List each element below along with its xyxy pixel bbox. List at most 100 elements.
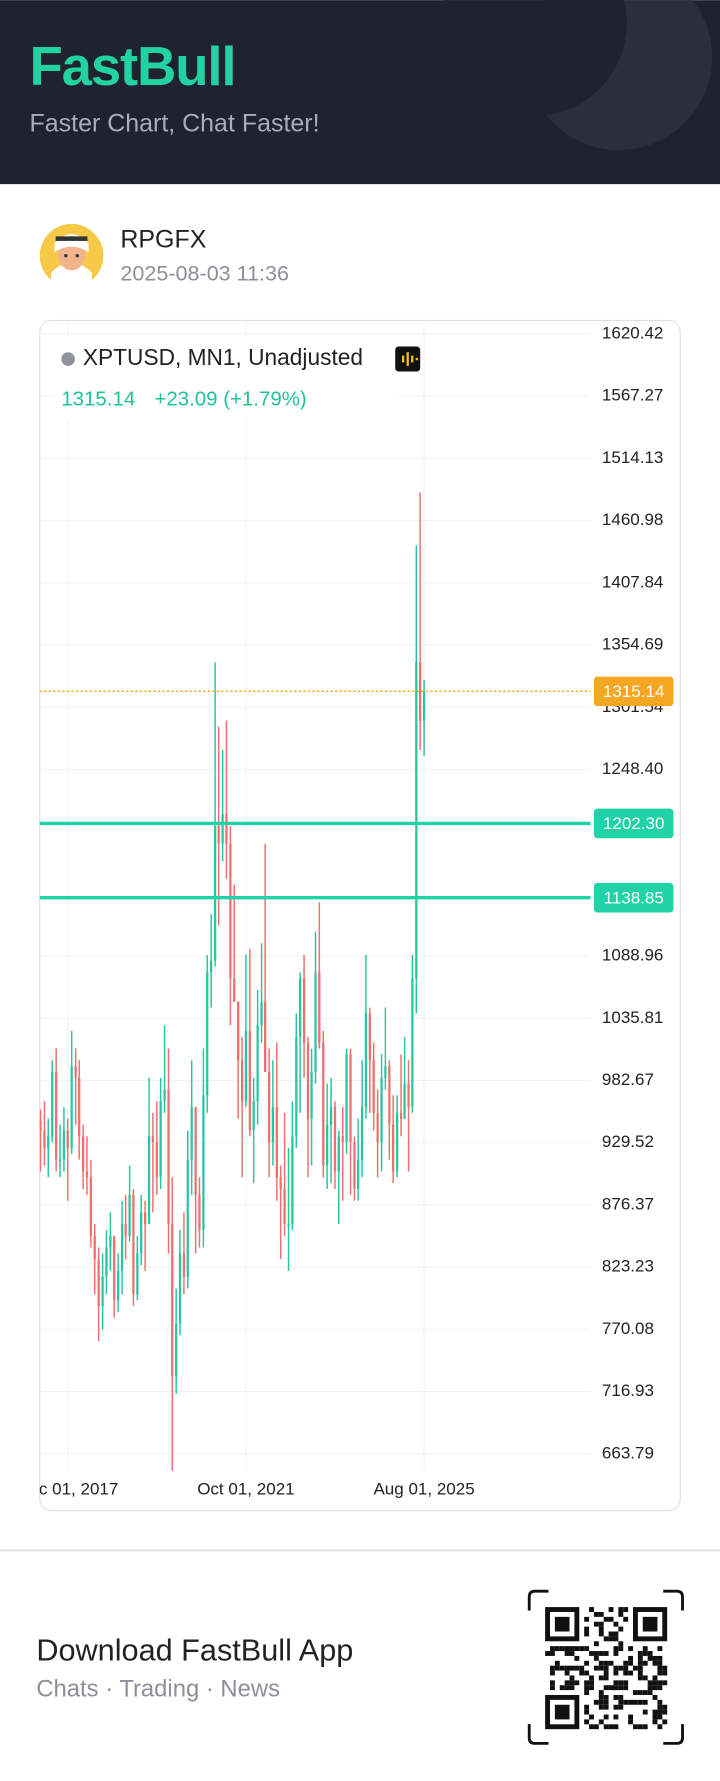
qr-cell (628, 1670, 634, 1676)
qr-cell (584, 1631, 590, 1637)
candle-body (43, 1130, 46, 1149)
qr-cell (584, 1670, 590, 1676)
candle-body (349, 1054, 352, 1143)
y-tick-label: 929.52 (602, 1132, 654, 1151)
qr-cell (593, 1651, 599, 1656)
qr-cell (603, 1714, 609, 1720)
qr-cell (637, 1655, 643, 1661)
qr-cell (564, 1665, 570, 1671)
qr-cell (589, 1675, 594, 1681)
qr-cell (613, 1670, 619, 1676)
candle-body (372, 1060, 375, 1113)
candle-body (182, 1253, 186, 1277)
candle-body (89, 1177, 93, 1236)
qr-cell (633, 1699, 638, 1705)
qr-cell (589, 1714, 594, 1720)
footer-subtitle: Chats · Trading · News (36, 1675, 280, 1702)
x-tick-label: Oct 01, 2021 (197, 1480, 294, 1499)
candle-body (333, 1107, 337, 1172)
candle-body (51, 1071, 54, 1137)
y-tick-label: 1567.27 (602, 386, 664, 405)
qr-cell (628, 1655, 634, 1661)
candle-body (240, 1060, 244, 1102)
qr-cell (574, 1655, 580, 1661)
candle-body (213, 826, 217, 961)
qr-cell (628, 1646, 634, 1652)
qr-cell (618, 1641, 624, 1647)
candle-body (329, 1107, 333, 1125)
candle-body (368, 1013, 372, 1061)
candle-body (132, 1194, 135, 1295)
post-time: 2025-08-03 11:36 (120, 261, 289, 286)
qr-cell (608, 1685, 614, 1691)
qr-cell (652, 1680, 658, 1686)
qr-cell (613, 1680, 619, 1686)
qr-cell (569, 1680, 575, 1686)
qr-code (527, 1589, 684, 1745)
user-name: RPGFX (120, 226, 206, 254)
qr-cell (657, 1680, 663, 1686)
candle-body (418, 662, 422, 721)
qr-cell (642, 1690, 648, 1695)
qr-cell (623, 1665, 629, 1671)
candle-body (229, 843, 232, 979)
qr-cell (574, 1665, 580, 1671)
qr-cell (559, 1646, 565, 1652)
qr-cell (589, 1651, 594, 1656)
qr-cell (652, 1660, 658, 1666)
candle-body (380, 1077, 383, 1143)
qr-cell (603, 1694, 609, 1700)
qr-cell (549, 1665, 555, 1671)
qr-cell (657, 1670, 663, 1676)
qr-cell (569, 1675, 575, 1681)
candle-body (171, 1224, 174, 1377)
qr-cell (618, 1611, 624, 1617)
candle-body (341, 1136, 344, 1143)
y-tick-label: 663.79 (602, 1443, 654, 1462)
qr-cell (564, 1651, 570, 1656)
candle-body (217, 826, 220, 844)
candle-body (415, 662, 418, 979)
price-label: 1315.14 (603, 682, 665, 701)
qr-cell (642, 1646, 648, 1652)
qr-cell (608, 1636, 614, 1642)
candle-body (151, 1136, 155, 1143)
candle-body (175, 1323, 178, 1377)
qr-cell (647, 1685, 653, 1691)
qr-cell (589, 1680, 594, 1686)
price-label-bg (593, 882, 674, 913)
qr-cell (657, 1646, 663, 1652)
decor-circle (440, 0, 627, 116)
candle-body (310, 1071, 313, 1119)
candle-body (325, 1124, 329, 1166)
y-tick-label: 1620.42 (602, 324, 664, 343)
qr-cell (613, 1704, 619, 1710)
qr-cell (593, 1621, 599, 1627)
qr-cell (598, 1621, 604, 1627)
qr-cell (608, 1724, 614, 1730)
candle-body (70, 1066, 73, 1149)
candle-body (275, 1107, 278, 1178)
qr-cell (545, 1651, 550, 1656)
candle-body (117, 1270, 120, 1301)
qr-cell (603, 1660, 609, 1666)
qr-cell (554, 1660, 560, 1666)
qr-cell (618, 1665, 624, 1671)
qr-cell (593, 1655, 599, 1661)
qr-cell (623, 1660, 629, 1666)
candle-body (279, 1177, 282, 1190)
qr-cell (608, 1660, 614, 1666)
qr-cell (613, 1665, 619, 1671)
candle-body (337, 1136, 340, 1172)
qr-cell (618, 1685, 624, 1691)
qr-cell (662, 1704, 668, 1710)
price-lines (39, 690, 591, 900)
footer-title: Download FastBull App (36, 1634, 353, 1668)
qr-cell (623, 1680, 629, 1686)
candle-body (85, 1171, 89, 1178)
candle-body (78, 1077, 81, 1137)
candle-body (163, 1089, 166, 1102)
qr-cell (593, 1699, 599, 1705)
candle-body (271, 1107, 275, 1143)
